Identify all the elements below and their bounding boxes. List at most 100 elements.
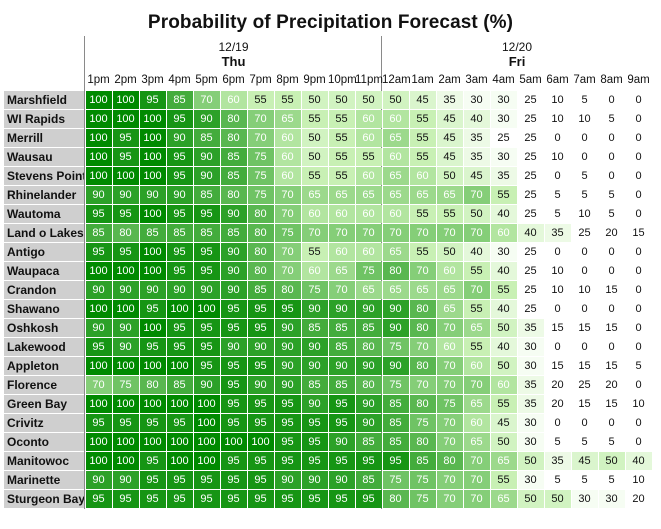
pop-cell: 90 — [193, 148, 220, 166]
pop-cell: 0 — [625, 91, 652, 109]
pop-cell: 95 — [247, 490, 274, 508]
pop-cell: 90 — [193, 281, 220, 299]
town-label: Crivitz — [4, 414, 84, 432]
pop-cell: 0 — [625, 319, 652, 337]
pop-cell: 85 — [193, 224, 220, 242]
pop-cell: 50 — [544, 490, 571, 508]
pop-cell: 95 — [328, 490, 355, 508]
pop-cell: 85 — [301, 319, 328, 337]
day-date: 12/20 — [501, 40, 533, 54]
pop-cell: 50 — [490, 319, 517, 337]
pop-cell: 5 — [571, 91, 598, 109]
pop-cell: 70 — [463, 490, 490, 508]
pop-cell: 90 — [328, 357, 355, 375]
pop-cell: 85 — [220, 167, 247, 185]
pop-cell: 70 — [409, 376, 436, 394]
pop-cell: 100 — [112, 110, 139, 128]
pop-cell: 75 — [247, 148, 274, 166]
pop-cell: 0 — [625, 243, 652, 261]
pop-cell: 30 — [517, 414, 544, 432]
pop-cell: 95 — [301, 433, 328, 451]
pop-cell: 55 — [301, 110, 328, 128]
pop-cell: 90 — [85, 281, 112, 299]
pop-cell: 55 — [490, 471, 517, 489]
pop-cell: 95 — [166, 319, 193, 337]
pop-cell: 85 — [382, 433, 409, 451]
pop-cell: 100 — [85, 262, 112, 280]
pop-cell: 0 — [598, 262, 625, 280]
pop-cell: 85 — [355, 319, 382, 337]
pop-cell: 65 — [382, 243, 409, 261]
hour-label: 11pm — [355, 74, 383, 86]
town-label: WI Rapids — [4, 110, 84, 128]
pop-cell: 95 — [301, 414, 328, 432]
pop-cell: 65 — [355, 281, 382, 299]
pop-cell: 95 — [328, 414, 355, 432]
pop-cell: 15 — [571, 357, 598, 375]
pop-cell: 100 — [193, 395, 220, 413]
pop-cell: 60 — [382, 205, 409, 223]
pop-cell: 90 — [355, 300, 382, 318]
pop-cell: 70 — [436, 490, 463, 508]
pop-cell: 15 — [598, 357, 625, 375]
pop-cell: 65 — [328, 186, 355, 204]
pop-cell: 55 — [490, 281, 517, 299]
pop-cell: 70 — [463, 471, 490, 489]
pop-cell: 10 — [571, 205, 598, 223]
pop-cell: 60 — [490, 376, 517, 394]
pop-cell: 90 — [85, 319, 112, 337]
pop-cell: 90 — [112, 186, 139, 204]
pop-cell: 75 — [382, 471, 409, 489]
pop-cell: 100 — [166, 452, 193, 470]
pop-cell: 95 — [193, 262, 220, 280]
pop-cell: 65 — [436, 186, 463, 204]
pop-cell: 5 — [544, 205, 571, 223]
pop-cell: 65 — [409, 186, 436, 204]
pop-cell: 35 — [517, 319, 544, 337]
pop-cell: 30 — [517, 357, 544, 375]
pop-cell: 100 — [193, 452, 220, 470]
pop-cell: 70 — [247, 110, 274, 128]
pop-cell: 100 — [139, 243, 166, 261]
pop-cell: 15 — [544, 319, 571, 337]
pop-cell: 80 — [382, 490, 409, 508]
pop-cell: 25 — [517, 110, 544, 128]
pop-cell: 100 — [112, 300, 139, 318]
pop-cell: 75 — [274, 224, 301, 242]
pop-cell: 50 — [517, 452, 544, 470]
pop-cell: 70 — [274, 243, 301, 261]
pop-cell: 95 — [220, 300, 247, 318]
pop-cell: 55 — [409, 205, 436, 223]
pop-cell: 95 — [139, 452, 166, 470]
hour-label: 7am — [573, 74, 596, 86]
pop-cell: 95 — [328, 452, 355, 470]
pop-cell: 80 — [409, 300, 436, 318]
town-label: Shawano — [4, 300, 84, 318]
pop-cell: 60 — [436, 338, 463, 356]
pop-cell: 95 — [193, 205, 220, 223]
pop-cell: 70 — [436, 376, 463, 394]
pop-cell: 20 — [544, 395, 571, 413]
pop-cell: 60 — [274, 148, 301, 166]
pop-cell: 95 — [274, 395, 301, 413]
pop-cell: 65 — [436, 300, 463, 318]
pop-cell: 50 — [436, 167, 463, 185]
pop-cell: 65 — [409, 281, 436, 299]
pop-cell: 0 — [625, 167, 652, 185]
pop-cell: 20 — [598, 224, 625, 242]
hour-label: 6am — [546, 74, 569, 86]
pop-cell: 95 — [193, 490, 220, 508]
pop-cell: 90 — [301, 300, 328, 318]
pop-cell: 65 — [490, 490, 517, 508]
pop-cell: 60 — [355, 167, 382, 185]
pop-cell: 100 — [85, 110, 112, 128]
pop-cell: 85 — [355, 433, 382, 451]
pop-cell: 100 — [85, 395, 112, 413]
pop-cell: 95 — [274, 414, 301, 432]
pop-cell: 25 — [517, 186, 544, 204]
pop-cell: 100 — [112, 357, 139, 375]
pop-cell: 80 — [220, 129, 247, 147]
pop-cell: 10 — [544, 110, 571, 128]
pop-cell: 95 — [247, 452, 274, 470]
pop-cell: 100 — [166, 433, 193, 451]
